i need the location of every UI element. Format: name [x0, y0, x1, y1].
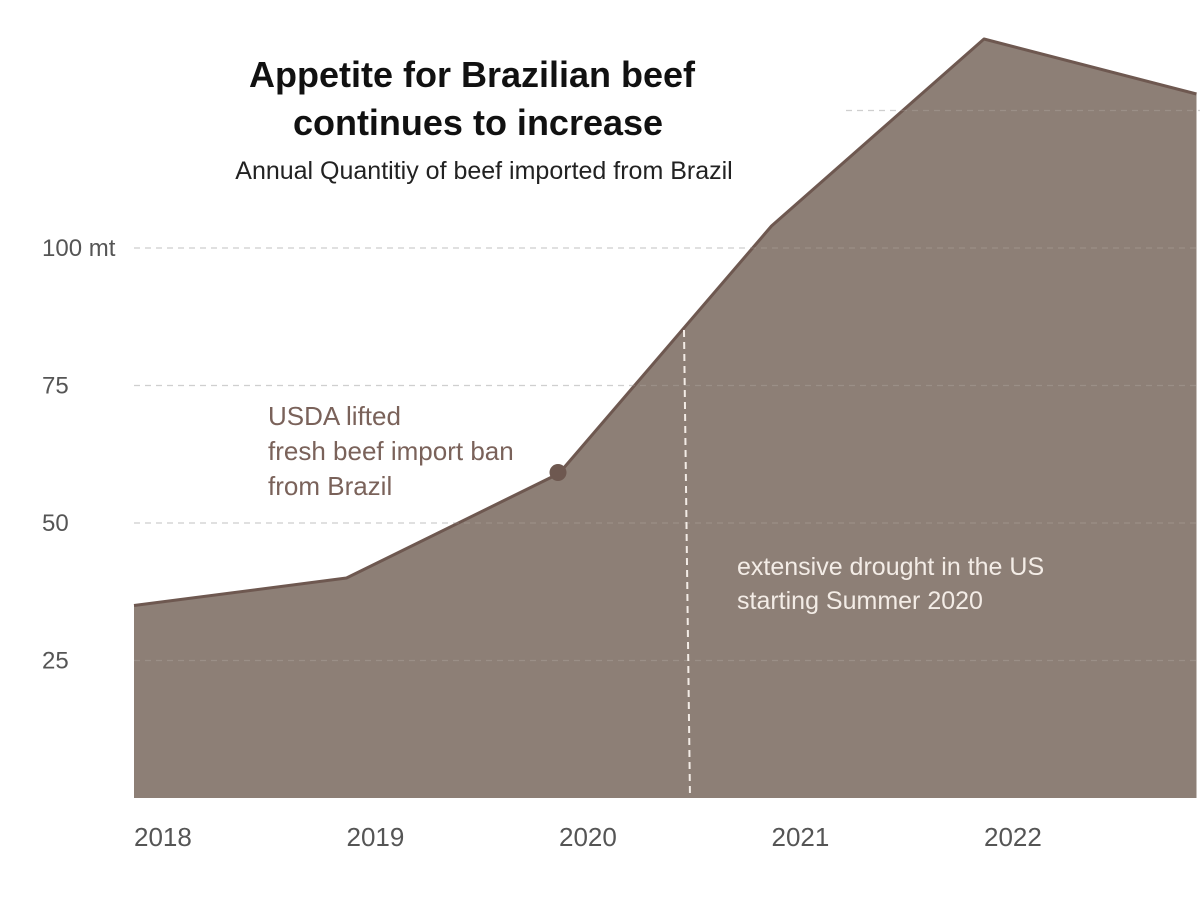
- chart-title-line-1: Appetite for Brazilian beef: [249, 54, 696, 95]
- usda-annotation-line-3: from Brazil: [268, 471, 392, 501]
- y-tick-label: 75: [42, 373, 69, 400]
- usda-annotation-line-2: fresh beef import ban: [268, 436, 514, 466]
- chart-title-block: Appetite for Brazilian beef continues to…: [235, 54, 732, 185]
- y-tick-label: 25: [42, 648, 69, 675]
- usda-annotation: USDA lifted fresh beef import ban from B…: [268, 401, 567, 501]
- x-tick-label: 2018: [134, 822, 192, 852]
- grid-lines-over-area: [134, 109, 1200, 662]
- x-tick-label: 2021: [772, 822, 830, 852]
- area-line: [133, 37, 1197, 607]
- drought-annotation-line-1: extensive drought in the US: [737, 553, 1044, 581]
- drought-annotation-line-2: starting Summer 2020: [737, 587, 983, 615]
- drought-annotation-text: extensive drought in the US starting Sum…: [737, 553, 1051, 615]
- drought-marker-line: [683, 329, 691, 799]
- x-tick-label: 2020: [559, 822, 617, 852]
- usda-annotation-text: USDA lifted fresh beef import ban from B…: [268, 401, 521, 501]
- usda-annotation-line-1: USDA lifted: [268, 401, 401, 431]
- x-axis-ticks: 2018 2019 2020 2021 2022: [134, 822, 1042, 852]
- y-tick-label: 100 mt: [42, 235, 116, 262]
- usda-annotation-dot: [549, 464, 567, 481]
- y-axis-ticks: 25 50 75 100 mt: [42, 235, 116, 675]
- drought-annotation: extensive drought in the US starting Sum…: [683, 329, 1051, 799]
- chart-title-line-2: continues to increase: [293, 102, 663, 143]
- area-fill: [134, 39, 1197, 798]
- x-tick-label: 2022: [984, 822, 1042, 852]
- area-layer: [133, 37, 1197, 798]
- chart-subtitle: Annual Quantitiy of beef imported from B…: [235, 157, 732, 185]
- y-tick-label: 50: [42, 510, 69, 537]
- x-tick-label: 2019: [347, 822, 405, 852]
